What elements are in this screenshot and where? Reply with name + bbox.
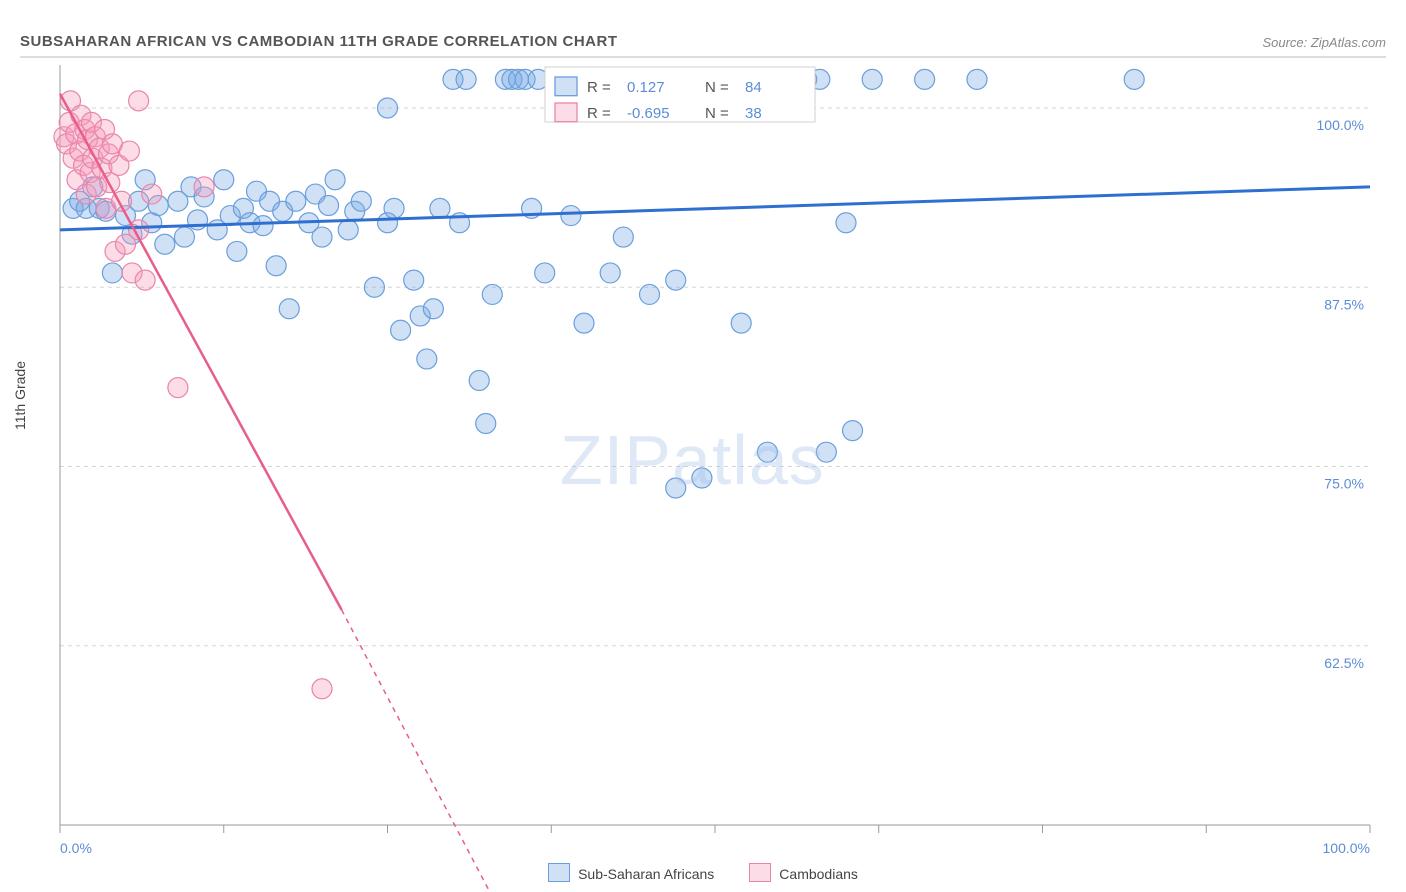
- svg-text:75.0%: 75.0%: [1324, 476, 1364, 492]
- svg-text:N =: N =: [705, 105, 729, 122]
- bottom-legend: Sub-Saharan Africans Cambodians: [0, 863, 1406, 882]
- scatter-chart: 62.5% 75.0% 87.5% 100.0% 0.0% 100.0% R = 0.127 N…: [0, 55, 1406, 892]
- legend-label-blue: Sub-Saharan Africans: [578, 866, 714, 882]
- svg-text:R =: R =: [587, 79, 611, 96]
- legend-label-pink: Cambodians: [779, 866, 858, 882]
- legend-item-blue: Sub-Saharan Africans: [548, 863, 714, 882]
- svg-text:87.5%: 87.5%: [1324, 296, 1364, 312]
- swatch-blue-icon: [548, 863, 570, 882]
- svg-text:R =: R =: [587, 105, 611, 122]
- svg-text:0.127: 0.127: [627, 79, 665, 96]
- svg-text:100.0%: 100.0%: [1317, 117, 1364, 133]
- svg-text:38: 38: [745, 105, 762, 122]
- svg-text:-0.695: -0.695: [627, 105, 670, 122]
- svg-text:62.5%: 62.5%: [1324, 655, 1364, 671]
- swatch-pink-icon: [749, 863, 771, 882]
- source-label: Source: ZipAtlas.com: [1262, 35, 1386, 50]
- legend-item-pink: Cambodians: [749, 863, 858, 882]
- svg-text:84: 84: [745, 79, 762, 96]
- svg-text:0.0%: 0.0%: [60, 840, 92, 856]
- svg-text:100.0%: 100.0%: [1323, 840, 1370, 856]
- svg-text:N =: N =: [705, 79, 729, 96]
- chart-title: SUBSAHARAN AFRICAN VS CAMBODIAN 11TH GRA…: [20, 33, 618, 50]
